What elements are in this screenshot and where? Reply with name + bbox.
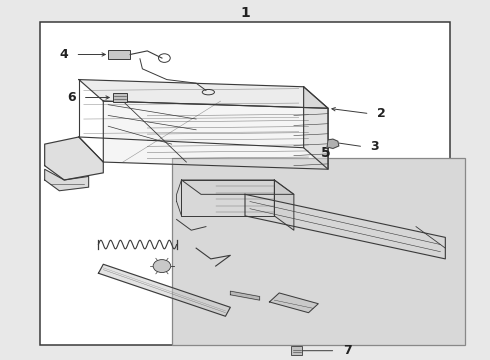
Text: 1: 1 bbox=[240, 6, 250, 20]
Polygon shape bbox=[103, 101, 328, 169]
Bar bbox=[292, 346, 302, 355]
Polygon shape bbox=[245, 194, 445, 259]
Polygon shape bbox=[45, 169, 89, 191]
Text: 6: 6 bbox=[67, 91, 75, 104]
Polygon shape bbox=[270, 293, 318, 313]
Polygon shape bbox=[45, 137, 103, 180]
Bar bbox=[40, 22, 450, 345]
Bar bbox=[108, 50, 130, 59]
Polygon shape bbox=[181, 180, 274, 216]
Text: 3: 3 bbox=[370, 140, 379, 153]
Circle shape bbox=[153, 260, 171, 273]
Text: 7: 7 bbox=[343, 344, 351, 357]
Bar bbox=[172, 158, 465, 345]
Polygon shape bbox=[327, 139, 339, 148]
Polygon shape bbox=[181, 180, 294, 194]
Text: 5: 5 bbox=[321, 146, 330, 160]
Text: 4: 4 bbox=[59, 48, 68, 61]
Text: 2: 2 bbox=[377, 107, 386, 120]
Polygon shape bbox=[274, 180, 294, 230]
Polygon shape bbox=[79, 80, 328, 108]
Polygon shape bbox=[230, 291, 260, 300]
Bar bbox=[113, 93, 127, 102]
Polygon shape bbox=[304, 87, 328, 169]
Polygon shape bbox=[98, 264, 230, 316]
